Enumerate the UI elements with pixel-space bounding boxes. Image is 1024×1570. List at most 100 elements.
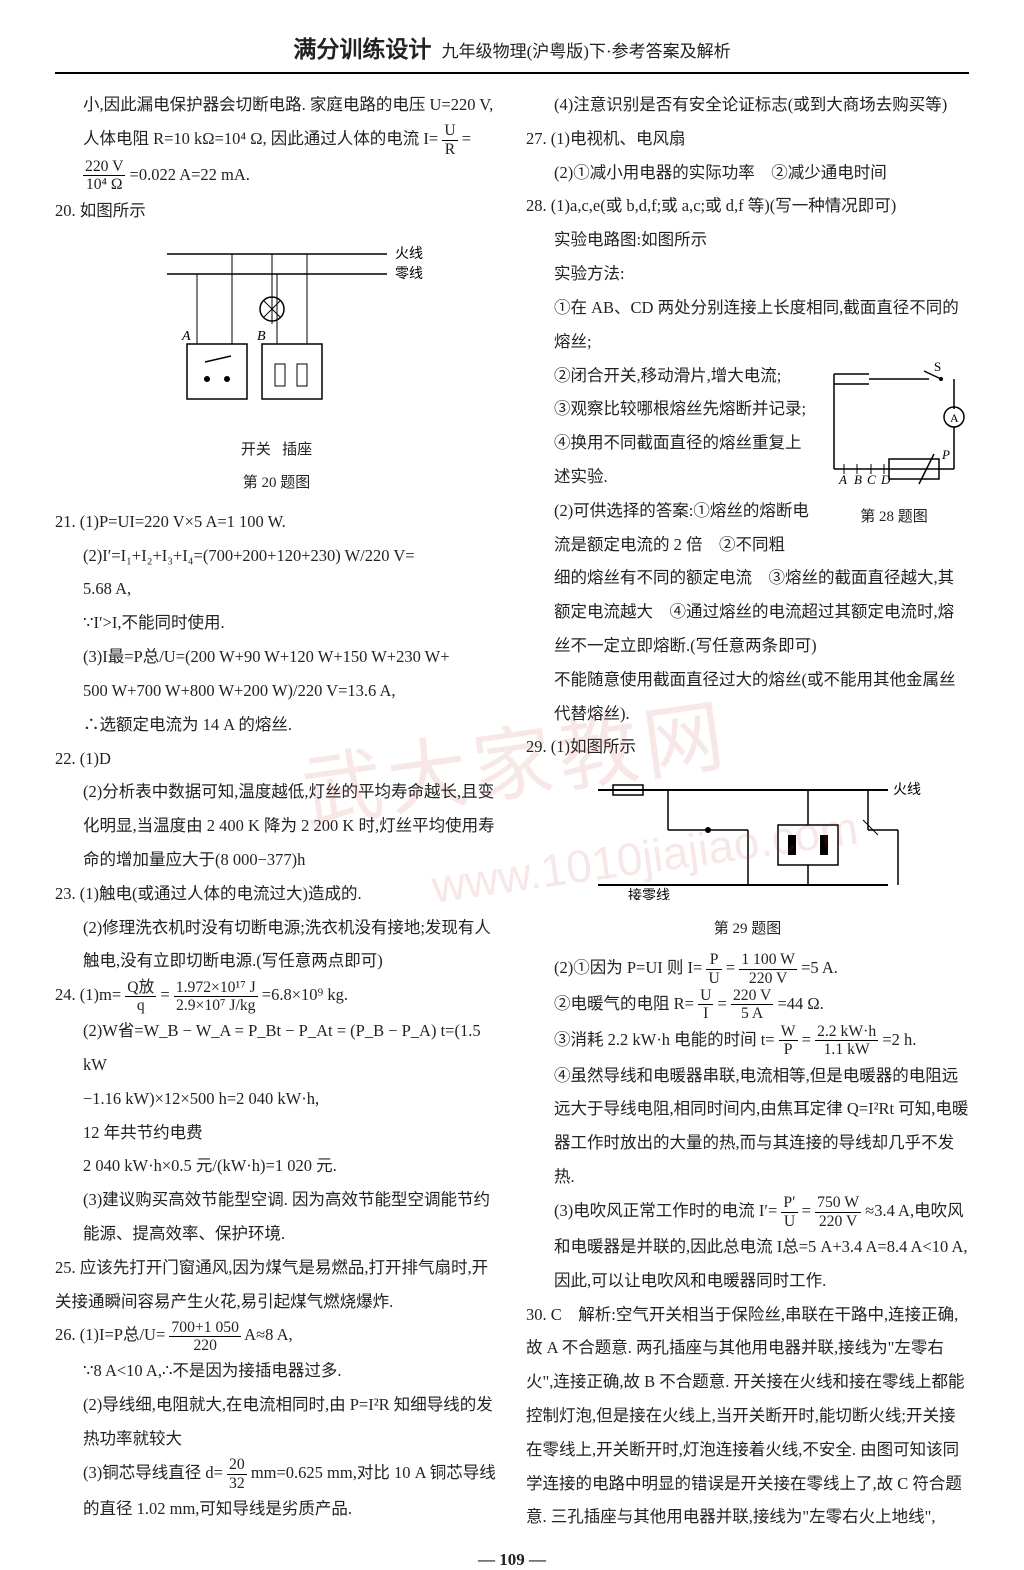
label: 零线 (395, 266, 423, 282)
q29-2-4: ④虽然导线和电暖器串联,电流相等,但是电暖器的电阻远远大于导线电阻,相同时间内,… (526, 1059, 969, 1194)
q28-1e: ②闭合开关,移动滑片,增大电流; (526, 359, 813, 393)
svg-text:A: A (950, 411, 959, 425)
q29-3c: 和电暖器是并联的,因此总电流 I总=5 A+3.4 A=8.4 A<10 A,因… (526, 1230, 969, 1298)
fraction: PU (706, 951, 721, 986)
q26-1: 26. (1)I=P总/U= 700+1 050220 A≈8 A, (55, 1318, 498, 1354)
fraction: 220 V10⁴ Ω (83, 158, 125, 193)
fig20-svg: 火线 零线 A B (127, 234, 427, 424)
q28-1b: 实验电路图:如图所示 (526, 223, 969, 257)
label: 插座 (282, 442, 312, 458)
q21-3c: ∴选额定电流为 14 A 的熔丝. (55, 708, 498, 742)
fig28-caption: 第 28 题图 (819, 502, 969, 533)
svg-text:B: B (854, 472, 862, 487)
text: ②电暖气的电阻 R= (554, 994, 694, 1013)
text: 220 V10⁴ Ω =0.022 A=22 mA. (55, 158, 498, 194)
text: (3)电吹风正常工作时的电流 I′= (554, 1201, 777, 1220)
svg-text:火线: 火线 (893, 782, 921, 798)
q24-1: 24. (1)m= Q放q = 1.972×10¹⁷ J2.9×10⁷ J/kg… (55, 978, 498, 1014)
q21-2c: ∵I′>I,不能同时使用. (55, 606, 498, 640)
q28-2a: (2)可供选择的答案:①熔丝的熔断电流是额定电流的 2 倍 ②不同粗 (526, 494, 813, 562)
q22-1: 22. (1)D (55, 742, 498, 776)
text: 24. (1)m= (55, 985, 121, 1004)
eq: = (802, 1201, 811, 1220)
main-title: 满分训练设计 (293, 36, 431, 62)
fig29-svg: 火线 接零线 (568, 770, 928, 900)
q29-3: (3)电吹风正常工作时的电流 I′= P′U = 750 W220 V ≈3.4… (526, 1194, 969, 1230)
q28-1: 28. (1)a,c,e(或 b,d,f;或 a,c;或 d,f 等)(写一种情… (526, 189, 969, 223)
text: mm=0.625 mm,对比 10 A 铜芯导线 (251, 1463, 496, 1482)
text: =0.022 A=22 mA. (130, 165, 250, 184)
q27-1: 27. (1)电视机、电风扇 (526, 122, 969, 156)
eq: = (160, 985, 169, 1004)
fraction: 220 V5 A (731, 987, 773, 1022)
q24-2: (2)W省=W_B − W_A = P_Bt − P_At = (P_B − P… (55, 1014, 498, 1082)
q28-1d: ①在 AB、CD 两处分别连接上长度相同,截面直径不同的熔丝; (526, 291, 969, 359)
fraction: WP (779, 1023, 798, 1058)
q30: 30. C 解析:空气开关相当于保险丝,串联在干路中,连接正确,故 A 不合题意… (526, 1298, 969, 1535)
fraction: 1.972×10¹⁷ J2.9×10⁷ J/kg (174, 979, 258, 1014)
page-number-value: 109 (499, 1550, 525, 1569)
q26-3: (3)铜芯导线直径 d= 2032 mm=0.625 mm,对比 10 A 铜芯… (55, 1456, 498, 1492)
right-column: (4)注意识别是否有安全论证标志(或到大商场去购买等) 27. (1)电视机、电… (526, 88, 969, 1534)
fraction: 750 W220 V (815, 1194, 861, 1229)
q29-2-1: (2)①因为 P=UI 则 I= PU = 1 100 W220 V =5 A. (526, 951, 969, 987)
text: 人体电阻 R=10 kΩ=10⁴ Ω, 因此通过人体的电流 I= UR = (55, 122, 498, 158)
svg-text:B: B (257, 329, 266, 344)
svg-text:A: A (838, 472, 847, 487)
fig29-caption: 第 29 题图 (526, 914, 969, 945)
fig20-labels: 开关 插座 (55, 435, 498, 466)
label: 开关 (241, 442, 271, 458)
page-header: 满分训练设计 九年级物理(沪粤版)下·参考答案及解析 (55, 30, 969, 64)
eq: = (462, 129, 471, 148)
subtitle: 九年级物理(沪粤版)下·参考答案及解析 (442, 42, 731, 61)
q27-2: (2)①减小用电器的实际功率 ②减少通电时间 (526, 156, 969, 190)
fraction: 1 100 W220 V (739, 951, 797, 986)
svg-text:A: A (181, 329, 191, 344)
q26-2: (2)导线细,电阻就大,在电流相同时,由 P=I²R 知细导线的发热功率就较大 (55, 1388, 498, 1456)
text: 小,因此漏电保护器会切断电路. 家庭电路的电压 U=220 V, (55, 88, 498, 122)
q28-1g: ④换用不同截面直径的熔丝重复上述实验. (526, 426, 813, 494)
q28-2c: 不能随意使用截面直径过大的熔丝(或不能用其他金属丝代替熔丝). (526, 663, 969, 731)
fraction: 700+1 050220 (169, 1319, 241, 1354)
q25: 25. 应该先打开门窗通风,因为煤气是易燃品,打开排气扇时,开关接通瞬间容易产生… (55, 1251, 498, 1319)
q24-2b: −1.16 kW)×12×500 h=2 040 kW·h, (55, 1082, 498, 1116)
q26-1c: ∵8 A<10 A,∴不是因为接插电器过多. (55, 1354, 498, 1388)
q29-2-3: ③消耗 2.2 kW·h 电能的时间 t= WP = 2.2 kW·h1.1 k… (526, 1023, 969, 1059)
q21-3: (3)I最=P总/U=(200 W+90 W+120 W+150 W+230 W… (55, 640, 498, 674)
svg-text:P: P (941, 447, 950, 462)
content-columns: 小,因此漏电保护器会切断电路. 家庭电路的电压 U=220 V, 人体电阻 R=… (55, 88, 969, 1534)
fraction: UR (442, 122, 457, 157)
text: ③消耗 2.2 kW·h 电能的时间 t= (554, 1030, 775, 1049)
text: (3)铜芯导线直径 d= (83, 1463, 223, 1482)
q28-1f: ③观察比较哪根熔丝先熔断并记录; (526, 392, 813, 426)
q21-2: (2)I′=I₁+I₂+I₃+I₄=(700+200+120+230) W/22… (55, 539, 498, 573)
fraction: 2.2 kW·h1.1 kW (815, 1023, 878, 1058)
figure-20: 火线 零线 A B (55, 234, 498, 499)
text: 人体电阻 R=10 kΩ=10⁴ Ω, 因此通过人体的电流 I= (83, 129, 438, 148)
text: (2)①因为 P=UI 则 I= (554, 958, 702, 977)
text: (4)注意识别是否有安全论证标志(或到大商场去购买等) (526, 88, 969, 122)
text: A≈8 A, (244, 1325, 292, 1344)
q22-2: (2)分析表中数据可知,温度越低,灯丝的平均寿命越长,且变化明显,当温度由 2 … (55, 775, 498, 876)
svg-text:D: D (880, 472, 891, 487)
q24-3: (3)建议购买高效节能型空调. 因为高效节能型空调能节约能源、提高效率、保护环境… (55, 1183, 498, 1251)
q21-1: 21. (1)P=UI=220 V×5 A=1 100 W. (55, 505, 498, 539)
q29-2-2: ②电暖气的电阻 R= UI = 220 V5 A =44 Ω. (526, 987, 969, 1023)
fig20-caption: 第 20 题图 (55, 468, 498, 499)
eq: = (718, 994, 727, 1013)
q29-1: 29. (1)如图所示 (526, 730, 969, 764)
page-number: — 109 — (55, 1550, 969, 1570)
q21-3b: 500 W+700 W+800 W+200 W)/220 V=13.6 A, (55, 674, 498, 708)
label: S (934, 359, 941, 374)
eq: = (726, 958, 735, 977)
q24-2c: 12 年共节约电费 (55, 1116, 498, 1150)
text: =5 A. (801, 958, 838, 977)
q28-1c: 实验方法: (526, 257, 969, 291)
label: 火线 (395, 246, 423, 262)
text: =2 h. (882, 1030, 916, 1049)
figure-28: S A P A B C D 第 28 题图 (819, 359, 969, 562)
q24-2d: 2 040 kW·h×0.5 元/(kW·h)=1 020 元. (55, 1149, 498, 1183)
q28-row: ②闭合开关,移动滑片,增大电流; ③观察比较哪根熔丝先熔断并记录; ④换用不同截… (526, 359, 969, 562)
text: =44 Ω. (777, 994, 823, 1013)
q20: 20. 如图所示 (55, 194, 498, 228)
